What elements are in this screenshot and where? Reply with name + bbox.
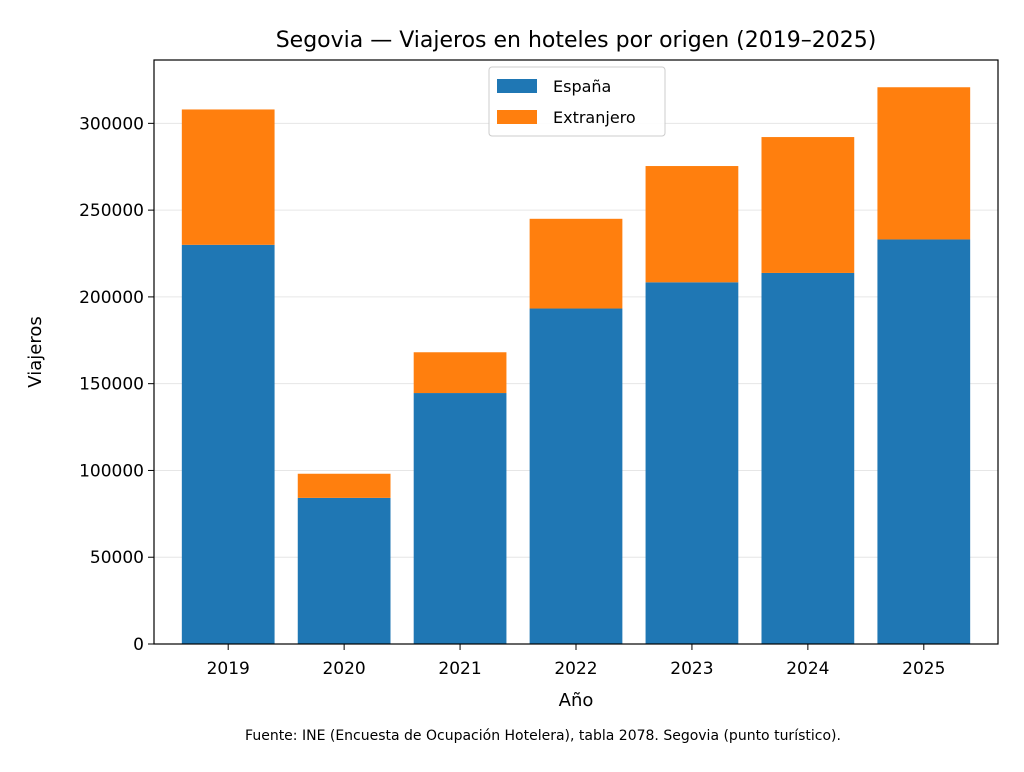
x-tick-label: 2024 [786,659,829,679]
y-tick-label: 150000 [79,375,144,395]
bar-espana-2021 [413,393,507,644]
chart-title: Segovia — Viajeros en hoteles por origen… [276,28,877,53]
y-tick-label: 200000 [79,288,144,308]
bar-espana-2019 [181,244,275,644]
legend-swatch-extranjero [497,110,537,124]
bar-extranjero-2024 [761,137,855,273]
x-axis-label: Año [559,690,594,711]
y-tick-label: 0 [133,635,144,655]
x-tick-label: 2020 [322,659,365,679]
y-axis-label: Viajeros [25,316,46,387]
x-tick-label: 2021 [438,659,481,679]
bar-espana-2024 [761,272,855,644]
legend: España Extranjero [488,66,666,137]
bar-extranjero-2020 [297,473,391,498]
bar-extranjero-2019 [181,109,275,245]
legend-swatch-espana [497,79,537,93]
x-tick-label: 2023 [670,659,713,679]
bar-extranjero-2023 [645,166,739,283]
bar-extranjero-2025 [877,87,971,240]
y-tick-label: 100000 [79,461,144,481]
y-tick-label: 300000 [79,114,144,134]
x-tick-label: 2025 [902,659,945,679]
y-tick-label: 50000 [90,548,144,568]
x-tick-label: 2019 [207,659,250,679]
y-tick-label: 250000 [79,201,144,221]
bar-espana-2023 [645,282,739,644]
source-footnote: Fuente: INE (Encuesta de Ocupación Hotel… [245,728,841,744]
legend-label-extranjero: Extranjero [553,108,636,127]
legend-label-espana: España [553,77,611,96]
bar-espana-2020 [297,497,391,644]
x-tick-label: 2022 [554,659,597,679]
bar-extranjero-2021 [413,352,507,394]
bar-espana-2022 [529,308,623,644]
bar-espana-2025 [877,239,971,644]
bar-extranjero-2022 [529,218,623,309]
